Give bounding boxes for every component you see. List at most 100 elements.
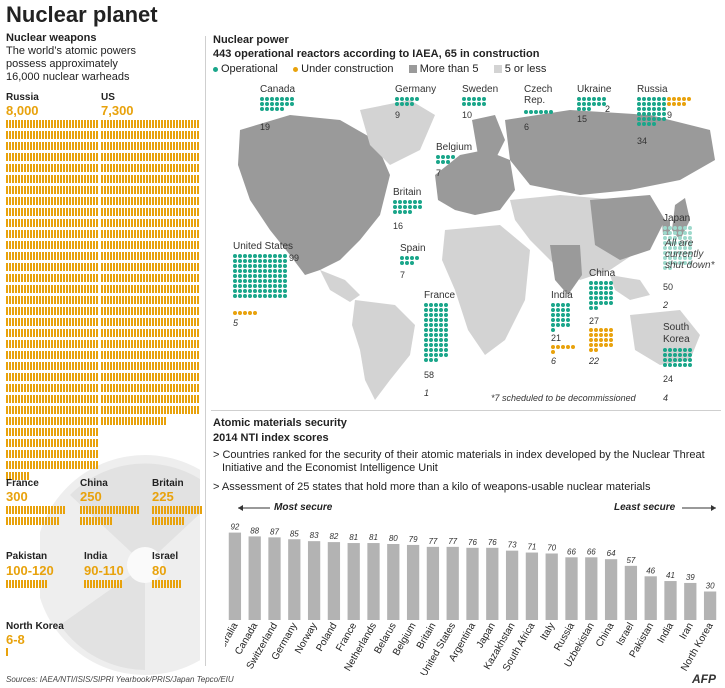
warhead-mark — [146, 186, 148, 194]
bar-value-label: 79 — [409, 535, 418, 544]
warhead-mark — [179, 252, 181, 260]
warhead-mark — [81, 241, 83, 249]
warhead-mark — [72, 285, 74, 293]
warhead-mark — [33, 580, 35, 588]
reactor-dot — [673, 256, 677, 260]
warhead-mark — [80, 517, 82, 525]
warhead-mark — [176, 384, 178, 392]
reactor-dot — [683, 226, 687, 230]
reactor-dot — [663, 358, 667, 362]
reactor-dot — [258, 259, 262, 263]
warhead-mark — [120, 580, 122, 588]
warhead-mark — [98, 506, 100, 514]
reactor-dot — [678, 231, 682, 235]
warhead-mark — [69, 384, 71, 392]
warhead-mark — [107, 153, 109, 161]
warhead-mark — [81, 263, 83, 271]
warhead-mark — [191, 384, 193, 392]
warhead-mark — [96, 120, 98, 128]
warhead-mark — [119, 351, 121, 359]
reactor-dot — [424, 358, 428, 362]
warhead-mark — [149, 362, 151, 370]
warhead-mark — [48, 517, 50, 525]
warhead-mark — [9, 307, 11, 315]
reactor-dot — [678, 261, 682, 265]
warhead-mark — [33, 406, 35, 414]
warhead-mark — [63, 373, 65, 381]
reactor-dot — [283, 279, 287, 283]
warhead-mark — [84, 197, 86, 205]
warhead-mark — [149, 340, 151, 348]
warhead-mark — [116, 120, 118, 128]
warhead-mark — [128, 395, 130, 403]
warhead-mark — [54, 362, 56, 370]
warhead-mark — [60, 340, 62, 348]
warhead-mark — [60, 318, 62, 326]
warhead-mark — [63, 428, 65, 436]
warhead-mark — [101, 285, 103, 293]
warhead-mark — [66, 131, 68, 139]
warhead-mark — [42, 186, 44, 194]
warhead-mark — [137, 120, 139, 128]
warhead-mark — [158, 274, 160, 282]
warhead-mark — [75, 164, 77, 172]
warhead-mark — [194, 164, 196, 172]
warhead-mark — [36, 428, 38, 436]
warhead-mark — [197, 219, 199, 227]
warhead-mark — [84, 395, 86, 403]
warhead-mark — [33, 120, 35, 128]
warhead-mark — [54, 285, 56, 293]
warhead-mark — [128, 373, 130, 381]
warhead-mark — [170, 384, 172, 392]
warhead-mark — [164, 340, 166, 348]
warhead-mark — [191, 318, 193, 326]
warhead-mark — [48, 219, 50, 227]
warhead-mark — [101, 120, 103, 128]
warhead-mark — [84, 120, 86, 128]
warhead-mark — [33, 340, 35, 348]
warhead-mark — [81, 142, 83, 150]
weapons-count-britain: 225 — [152, 489, 174, 504]
warhead-mark — [18, 142, 20, 150]
warhead-mark — [87, 340, 89, 348]
warhead-mark — [93, 252, 95, 260]
warhead-mark — [101, 351, 103, 359]
warhead-mark — [125, 274, 127, 282]
warhead-mark — [167, 329, 169, 337]
reactor-dot — [594, 328, 598, 332]
warhead-mark — [104, 517, 106, 525]
warhead-mark — [9, 208, 11, 216]
reactor-dot — [429, 308, 433, 312]
reactor-dot — [429, 328, 433, 332]
reactor-dot — [594, 338, 598, 342]
warhead-mark — [57, 340, 59, 348]
warhead-mark — [122, 285, 124, 293]
warhead-mark — [125, 373, 127, 381]
warhead-mark — [84, 296, 86, 304]
warhead-mark — [90, 142, 92, 150]
warhead-mark — [69, 428, 71, 436]
map-label-china: China — [589, 268, 616, 279]
reactor-dot — [599, 301, 603, 305]
arrow-left-icon — [238, 505, 270, 511]
warhead-mark — [84, 153, 86, 161]
warhead-mark — [21, 373, 23, 381]
bar-value-label: 76 — [468, 538, 477, 547]
warhead-mark — [24, 417, 26, 425]
reactor-dot — [233, 279, 237, 283]
warhead-mark — [110, 164, 112, 172]
reactor-dot — [243, 254, 247, 258]
warhead-mark — [149, 417, 151, 425]
warhead-mark — [158, 131, 160, 139]
warhead-mark — [185, 131, 187, 139]
reactor-dot — [248, 254, 252, 258]
warhead-mark — [110, 307, 112, 315]
warhead-mark — [116, 296, 118, 304]
warhead-mark — [6, 274, 8, 282]
warhead-mark — [122, 120, 124, 128]
warhead-mark — [72, 208, 74, 216]
warhead-mark — [78, 175, 80, 183]
warhead-mark — [90, 164, 92, 172]
warhead-mark — [84, 186, 86, 194]
warhead-mark — [72, 439, 74, 447]
